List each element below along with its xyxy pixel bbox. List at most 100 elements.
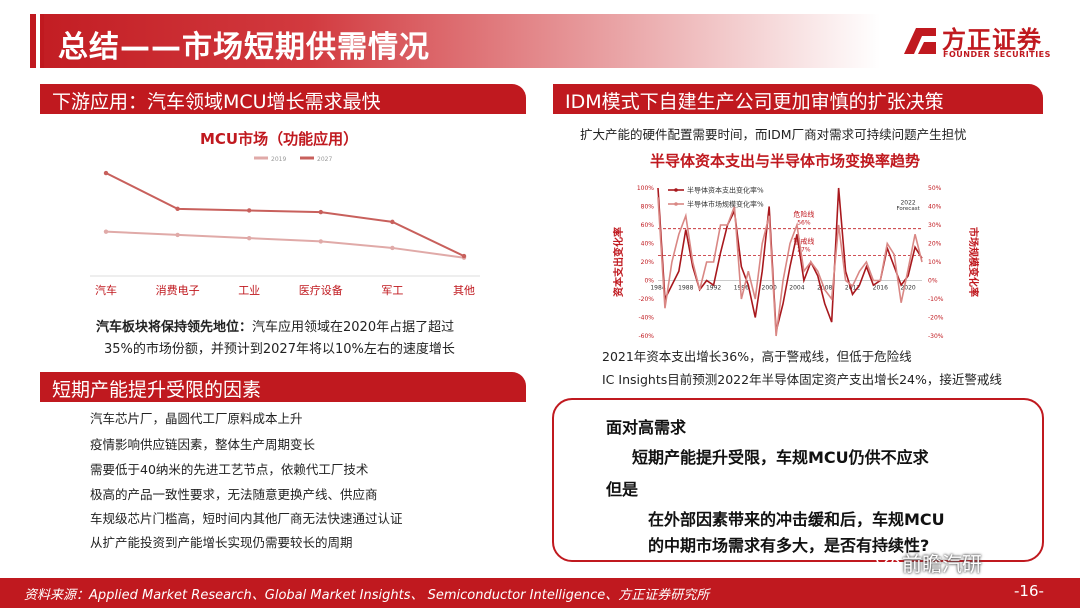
data-point bbox=[103, 229, 109, 234]
title-stripe bbox=[30, 14, 36, 68]
category-label: 军工 bbox=[381, 284, 403, 297]
header: 总结——市场短期供需情况 方正证券 FOUNDER SECURITIES bbox=[0, 0, 1080, 78]
x-tick-label: 2000 bbox=[762, 285, 777, 292]
semi-chart-title: 半导体资本支出与半导体市场变换率趋势 bbox=[650, 152, 921, 170]
data-point bbox=[175, 206, 180, 212]
logo: 方正证券 FOUNDER SECURITIES bbox=[902, 18, 1072, 66]
mcu-chart-title: MCU市场（功能应用） bbox=[200, 130, 359, 148]
factor-item: 从扩产能投资到产能增长实现仍需要较长的周期 bbox=[90, 535, 353, 550]
data-point bbox=[461, 253, 467, 259]
note-rest: 汽车应用领域在2020年占据了超过 bbox=[252, 320, 455, 335]
y2-tick-label: 50% bbox=[928, 185, 942, 192]
idm-intro: 扩大产能的硬件配置需要时间，而IDM厂商对需求可持续问题产生担忧 bbox=[580, 127, 967, 142]
section-bar-capacity: 短期产能提升受限的因素 bbox=[40, 372, 526, 402]
logo-text-en: FOUNDER SECURITIES bbox=[943, 50, 1051, 59]
y-tick-label: -40% bbox=[638, 315, 654, 322]
y-tick-label: 0% bbox=[644, 278, 654, 285]
category-label: 消费电子 bbox=[156, 283, 200, 297]
category-label: 医疗设备 bbox=[299, 283, 343, 297]
series-line bbox=[657, 197, 923, 337]
semiconductor-capex-chart: 资本支出变化率 市场规模变化率 100% 80% 60% 40% 20% 0% -20% -40%… bbox=[612, 185, 980, 340]
section-title: IDM模式下自建生产公司更加审慎的扩张决策 bbox=[565, 91, 944, 113]
category-label: 汽车 bbox=[95, 283, 117, 297]
section-title: 下游应用：汽车领域MCU增长需求最快 bbox=[52, 91, 381, 113]
conclusion-box: 面对高需求 短期产能提升受限，车规MCU仍供不应求 但是 在外部因素带来的冲击缓… bbox=[552, 398, 1044, 562]
box-line-2: 短期产能提升受限，车规MCU仍供不应求 bbox=[632, 448, 929, 467]
x-tick-label: 2004 bbox=[789, 285, 804, 292]
y-tick-label: 60% bbox=[641, 222, 655, 229]
note-bold: 汽车板块将保持领先地位： bbox=[96, 320, 253, 335]
threshold-label: 危险线 bbox=[793, 210, 814, 219]
page-number: -16- bbox=[1014, 582, 1044, 600]
capex-note-2: IC Insights目前预测2022年半导体固定资产支出增长24%，接近警戒线 bbox=[602, 372, 1002, 387]
wechat-icon bbox=[876, 551, 900, 571]
y-axis-label: 资本支出变化率 bbox=[612, 227, 625, 297]
data-point bbox=[390, 219, 395, 225]
y-tick-label: 20% bbox=[641, 259, 655, 266]
forecast-label: Forecast bbox=[896, 206, 920, 212]
y-tick-label: 40% bbox=[641, 241, 655, 248]
legend-label: 半导体资本支出变化率% bbox=[687, 186, 764, 195]
title-band bbox=[0, 14, 880, 68]
data-point bbox=[247, 208, 252, 213]
y2-tick-label: 20% bbox=[928, 241, 942, 248]
footer-source: 资料来源：Applied Market Research、Global Mark… bbox=[24, 588, 710, 603]
y2-tick-label: 30% bbox=[928, 222, 942, 229]
legend-marker bbox=[674, 188, 678, 192]
y-tick-label: -20% bbox=[638, 296, 654, 303]
note-line-2: 35%的市场份额，并预计到2027年将以10%左右的速度增长 bbox=[104, 342, 455, 357]
box-line-3: 但是 bbox=[606, 480, 639, 499]
data-point bbox=[247, 235, 252, 241]
threshold-label: 警戒线 bbox=[793, 237, 814, 246]
y2-tick-label: 0% bbox=[928, 278, 938, 285]
note-line-1: 汽车板块将保持领先地位：汽车应用领域在2020年占据了超过 bbox=[96, 316, 454, 335]
y-tick-label: 100% bbox=[637, 185, 654, 192]
section-title: 短期产能提升受限的因素 bbox=[52, 379, 262, 401]
logo-text-cn: 方正证券 bbox=[942, 26, 1042, 54]
x-tick-label: 1992 bbox=[706, 285, 721, 292]
footer: 资料来源：Applied Market Research、Global Mark… bbox=[0, 578, 1080, 608]
factor-item: 疫情影响供应链因素，整体生产周期变长 bbox=[90, 437, 316, 452]
y2-tick-label: 40% bbox=[928, 204, 942, 211]
factor-item: 极高的产品一致性要求，无法随意更换产线、供应商 bbox=[90, 487, 378, 502]
threshold-value: 27% bbox=[797, 247, 811, 254]
legend-label: 2019 bbox=[271, 156, 286, 163]
legend-label: 2027 bbox=[317, 156, 332, 163]
box-line-5: 的中期市场需求有多大，是否有持续性? bbox=[648, 536, 930, 555]
factor-item: 汽车芯片厂，晶圆代工厂原料成本上升 bbox=[90, 411, 303, 426]
legend-marker bbox=[674, 202, 678, 206]
x-tick-label: 1988 bbox=[678, 285, 693, 292]
category-label: 工业 bbox=[238, 284, 260, 297]
x-tick-label: 1984 bbox=[650, 285, 665, 292]
y2-tick-label: 10% bbox=[928, 259, 942, 266]
data-point bbox=[175, 232, 180, 238]
capex-note-1: 2021年资本支出增长36%，高于警戒线，但低于危险线 bbox=[602, 349, 912, 364]
data-point bbox=[390, 245, 395, 251]
x-tick-label: 1996 bbox=[734, 285, 749, 292]
box-line-4: 在外部因素带来的冲击缓和后，车规MCU bbox=[648, 510, 945, 529]
series-line bbox=[657, 187, 923, 332]
series-line bbox=[105, 230, 465, 259]
data-point bbox=[318, 209, 323, 215]
watermark: 前瞻汽研 bbox=[902, 552, 982, 576]
x-tick-label: 2012 bbox=[845, 285, 860, 292]
section-bar-idm: IDM模式下自建生产公司更加审慎的扩张决策 bbox=[553, 84, 1043, 114]
category-label: 其他 bbox=[453, 284, 475, 297]
founder-logo-icon bbox=[904, 28, 936, 54]
y-tick-label: 80% bbox=[641, 204, 655, 211]
factor-item: 车规级芯片门槛高，短时间内其他厂商无法快速通过认证 bbox=[90, 511, 403, 526]
title-stripe bbox=[40, 14, 44, 68]
x-tick-label: 2016 bbox=[873, 285, 888, 292]
y2-tick-label: -20% bbox=[928, 315, 944, 322]
forecast-label: 2022 bbox=[900, 200, 915, 207]
y2-tick-label: -10% bbox=[928, 296, 944, 303]
factor-item: 需要低于40纳米的先进工艺节点，依赖代工厂技术 bbox=[90, 462, 369, 477]
y2-tick-label: -30% bbox=[928, 333, 944, 340]
y-tick-label: -60% bbox=[638, 333, 654, 340]
title-bar-left bbox=[0, 14, 44, 68]
x-tick-label: 2020 bbox=[900, 285, 915, 292]
y2-axis-label: 市场规模变化率 bbox=[967, 227, 980, 297]
data-point bbox=[318, 239, 323, 244]
data-point bbox=[103, 170, 109, 176]
threshold-value: 56% bbox=[797, 220, 811, 227]
